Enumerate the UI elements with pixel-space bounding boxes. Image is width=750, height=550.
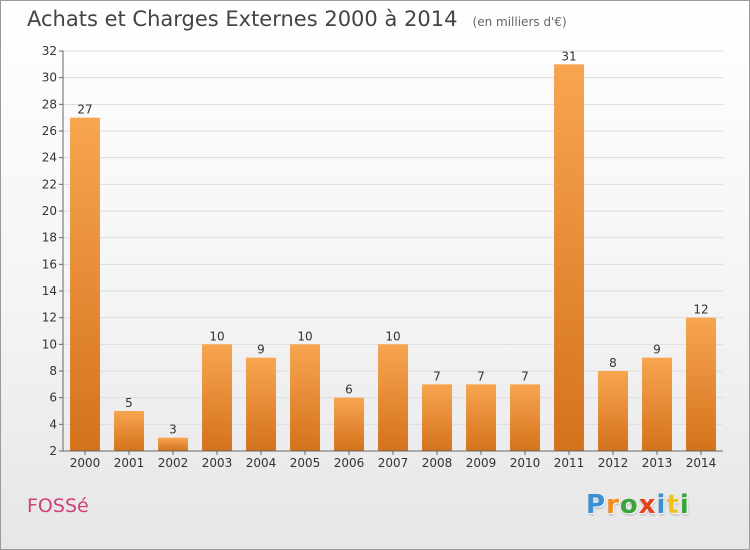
bar xyxy=(246,357,276,451)
logo-letter: t xyxy=(666,490,680,520)
logo-letter: x xyxy=(638,490,657,520)
data-label: 7 xyxy=(433,369,441,383)
bar xyxy=(378,344,408,451)
bar xyxy=(334,397,364,451)
y-tick-label: 26 xyxy=(42,124,57,138)
data-label: 7 xyxy=(521,369,529,383)
x-tick-label: 2001 xyxy=(114,456,145,470)
chart-title: Achats et Charges Externes 2000 à 2014 xyxy=(27,7,458,31)
x-tick-label: 2009 xyxy=(466,456,497,470)
y-tick-label: 16 xyxy=(42,257,57,271)
logo-letter: i xyxy=(679,490,690,520)
data-label: 12 xyxy=(693,303,708,317)
commune-name: FOSSé xyxy=(27,495,89,517)
y-tick-label: 6 xyxy=(49,391,57,405)
logo-letter: i xyxy=(656,490,667,520)
y-tick-label: 18 xyxy=(42,231,57,245)
x-tick-label: 2002 xyxy=(158,456,189,470)
data-label: 7 xyxy=(477,369,485,383)
data-label: 5 xyxy=(125,396,133,410)
y-tick-label: 12 xyxy=(42,311,57,325)
logo-letter: P xyxy=(586,490,607,520)
bar xyxy=(422,384,452,451)
data-label: 27 xyxy=(77,103,92,117)
y-tick-label: 14 xyxy=(42,284,57,298)
data-label: 10 xyxy=(385,329,400,343)
logo-letter: o xyxy=(619,490,639,520)
y-tick-label: 30 xyxy=(42,71,57,85)
chart-unit: (en milliers d'€) xyxy=(472,15,567,29)
data-label: 8 xyxy=(609,356,617,370)
data-label: 10 xyxy=(209,329,224,343)
data-label: 9 xyxy=(653,343,661,357)
logo-letter: r xyxy=(606,490,620,520)
x-tick-label: 2006 xyxy=(334,456,365,470)
x-tick-label: 2005 xyxy=(290,456,321,470)
bar xyxy=(598,371,628,451)
labels: 2468101214161820222426283032272000520013… xyxy=(42,44,717,470)
y-tick-label: 24 xyxy=(42,151,57,165)
bar xyxy=(642,357,672,451)
x-tick-label: 2010 xyxy=(510,456,541,470)
data-label: 3 xyxy=(169,423,177,437)
x-tick-label: 2011 xyxy=(554,456,585,470)
bar xyxy=(114,411,144,451)
y-tick-label: 2 xyxy=(49,444,57,458)
title-row: Achats et Charges Externes 2000 à 2014 (… xyxy=(27,7,567,31)
y-tick-label: 28 xyxy=(42,97,57,111)
x-tick-label: 2012 xyxy=(598,456,629,470)
bar xyxy=(686,317,716,451)
x-tick-label: 2008 xyxy=(422,456,453,470)
bar xyxy=(466,384,496,451)
data-label: 10 xyxy=(297,329,312,343)
y-tick-label: 22 xyxy=(42,177,57,191)
x-tick-label: 2003 xyxy=(202,456,233,470)
bar xyxy=(510,384,540,451)
x-tick-label: 2013 xyxy=(642,456,673,470)
x-tick-label: 2000 xyxy=(70,456,101,470)
bars xyxy=(70,64,716,452)
x-tick-label: 2007 xyxy=(378,456,409,470)
y-tick-label: 10 xyxy=(42,337,57,351)
data-label: 31 xyxy=(561,49,576,63)
data-label: 9 xyxy=(257,343,265,357)
x-tick-label: 2014 xyxy=(686,456,717,470)
bar xyxy=(554,64,584,452)
y-tick-label: 32 xyxy=(42,44,57,58)
proxiti-logo: Proxiti xyxy=(586,490,690,520)
bar xyxy=(290,344,320,451)
data-label: 6 xyxy=(345,383,353,397)
x-tick-label: 2004 xyxy=(246,456,277,470)
bar xyxy=(158,437,188,451)
bar xyxy=(70,117,100,452)
y-tick-label: 8 xyxy=(49,364,57,378)
y-tick-label: 4 xyxy=(49,417,57,431)
axes xyxy=(59,50,723,455)
bar xyxy=(202,344,232,451)
y-tick-label: 20 xyxy=(42,204,57,218)
